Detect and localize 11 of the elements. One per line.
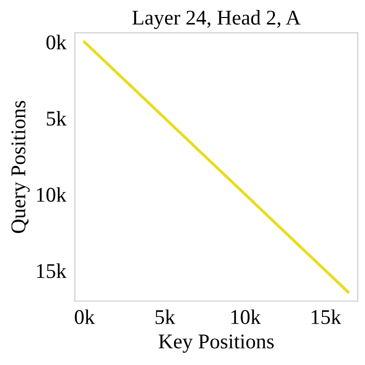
x-tick-label: 5k	[156, 309, 176, 324]
y-tick-label: 10k	[37, 187, 66, 202]
x-axis-title: Key Positions	[158, 334, 274, 353]
y-tick-label: 0k	[46, 34, 66, 50]
x-tick-label: 15k	[312, 309, 342, 324]
y-tick-label: 5k	[46, 110, 66, 126]
x-tick-label: 0k	[74, 309, 95, 324]
y-tick-label: 15k	[37, 263, 66, 278]
chart-title: Layer 24, Head 2, A	[132, 10, 301, 30]
y-axis-title: Query Positions	[11, 100, 30, 233]
x-tick-label: 10k	[231, 309, 261, 324]
